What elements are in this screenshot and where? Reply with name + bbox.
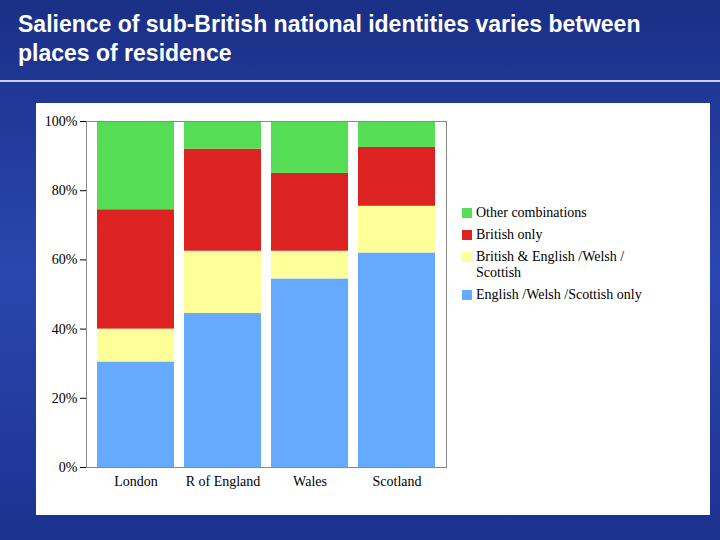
svg-text:20%: 20%	[52, 391, 78, 406]
svg-text:100%: 100%	[45, 114, 78, 129]
svg-text:80%: 80%	[52, 183, 78, 198]
svg-text:40%: 40%	[52, 322, 78, 337]
html-text:Salience of sub-British nation: Salience of sub-British national identit…	[18, 11, 641, 66]
svg-text:Wales: Wales	[293, 474, 327, 489]
svg-text:London: London	[114, 474, 158, 489]
html-text:Other combinations: Other combinations	[476, 205, 587, 220]
svg-text:0%: 0%	[59, 460, 78, 475]
html-text:English /Welsh /Scottish only: English /Welsh /Scottish only	[476, 287, 642, 302]
html-text:British only: British only	[476, 227, 543, 242]
svg-text:R of England: R of England	[186, 474, 261, 489]
svg-text:Scotland: Scotland	[373, 474, 422, 489]
svg-text:60%: 60%	[52, 252, 78, 267]
html-text:British & English /Welsh / Sco: British & English /Welsh / Scottish	[476, 249, 625, 280]
